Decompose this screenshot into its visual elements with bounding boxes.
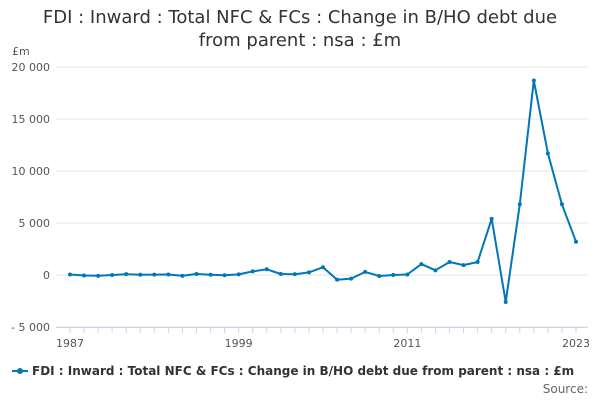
legend-series-swatch bbox=[12, 365, 28, 377]
data-point bbox=[306, 270, 311, 275]
data-point bbox=[321, 265, 325, 270]
source-label: Source: bbox=[542, 382, 588, 396]
chart-title-line-1: FDI : Inward : Total NFC & FCs : Change … bbox=[42, 7, 558, 28]
data-point bbox=[152, 272, 157, 277]
data-point bbox=[349, 276, 354, 281]
data-point bbox=[517, 202, 522, 207]
data-point bbox=[363, 269, 368, 274]
x-tick-label: 1999 bbox=[225, 337, 253, 350]
data-point bbox=[405, 272, 410, 277]
data-point bbox=[391, 273, 396, 277]
y-tick-label: 15 000 bbox=[12, 113, 51, 126]
data-point bbox=[208, 272, 213, 277]
legend-series-label: FDI : Inward : Total NFC & FCs : Change … bbox=[32, 364, 575, 378]
data-point bbox=[531, 78, 536, 83]
data-point bbox=[574, 239, 578, 244]
y-tick-label: 5 000 bbox=[19, 217, 51, 230]
data-point bbox=[461, 263, 466, 268]
data-point bbox=[166, 272, 171, 277]
data-point bbox=[110, 273, 115, 277]
data-point bbox=[278, 271, 283, 276]
x-tick-label: 2011 bbox=[393, 337, 421, 350]
data-point bbox=[335, 277, 340, 282]
data-point bbox=[194, 271, 199, 276]
data-point bbox=[419, 262, 424, 267]
data-point bbox=[222, 273, 227, 278]
data-point bbox=[545, 151, 550, 156]
chart-title-line-2: from parent : nsa : £m bbox=[198, 30, 402, 51]
data-point bbox=[138, 272, 143, 277]
y-tick-label: 20 000 bbox=[12, 61, 51, 74]
data-point bbox=[503, 300, 508, 305]
data-point bbox=[292, 272, 297, 277]
chart-title: FDI : Inward : Total NFC & FCs : Change … bbox=[0, 6, 600, 52]
legend[interactable]: FDI : Inward : Total NFC & FCs : Change … bbox=[12, 364, 574, 378]
x-tick-label: 2023 bbox=[562, 337, 590, 350]
data-point bbox=[377, 274, 382, 279]
data-point bbox=[475, 260, 480, 264]
y-tick-label: 10 000 bbox=[12, 165, 51, 178]
data-point bbox=[559, 202, 564, 207]
data-point bbox=[82, 273, 87, 278]
y-tick-label: - 5 000 bbox=[11, 321, 50, 334]
data-point bbox=[433, 268, 438, 273]
data-point bbox=[264, 267, 269, 272]
data-point bbox=[489, 216, 494, 221]
y-tick-label: 0 bbox=[43, 269, 50, 282]
data-point bbox=[68, 272, 72, 277]
data-point bbox=[96, 273, 101, 278]
y-axis-unit-label: £m bbox=[12, 45, 30, 58]
data-point bbox=[250, 269, 255, 274]
data-point bbox=[124, 272, 129, 277]
data-point bbox=[447, 260, 452, 264]
data-point bbox=[236, 272, 241, 277]
data-point bbox=[180, 273, 185, 278]
x-tick-label: 1987 bbox=[56, 337, 84, 350]
